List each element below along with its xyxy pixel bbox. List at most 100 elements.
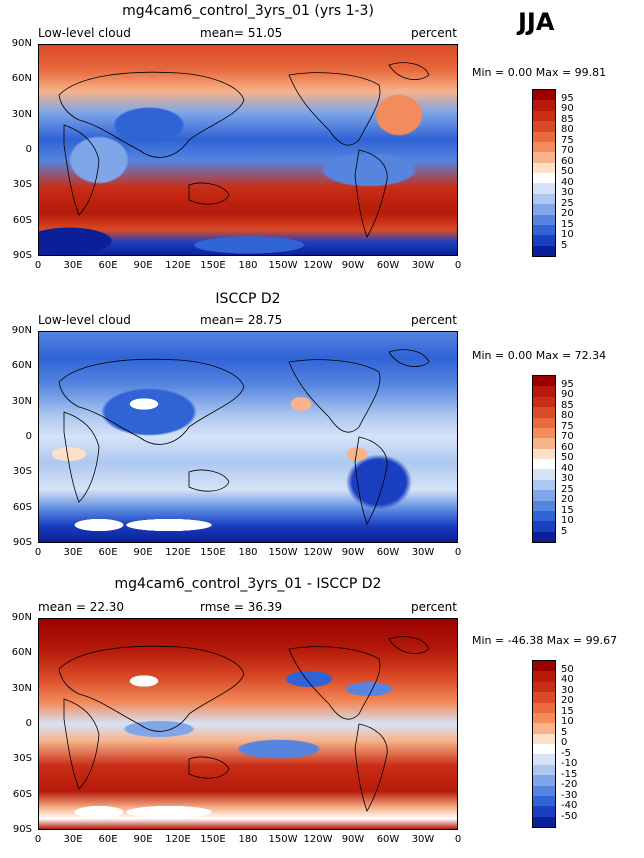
colorbar-label: 25 bbox=[561, 483, 574, 495]
colorbar-swatch bbox=[533, 785, 555, 796]
colorbar-label: 10 bbox=[561, 716, 574, 727]
colorbar-label: 75 bbox=[561, 134, 574, 146]
colorbar-swatch bbox=[533, 764, 555, 776]
colorbar-swatch bbox=[533, 510, 555, 522]
colorbar-swatch bbox=[533, 702, 555, 713]
panel-2-colorbar bbox=[532, 375, 556, 543]
colorbar-label: 85 bbox=[561, 113, 574, 125]
panel-1-mean: mean= 51.05 bbox=[200, 26, 283, 40]
colorbar-swatch bbox=[533, 173, 555, 184]
lat-tick-label: 30S bbox=[12, 179, 32, 191]
colorbar-label: 50 bbox=[561, 452, 574, 463]
colorbar-label: -15 bbox=[561, 768, 578, 780]
colorbar-swatch bbox=[533, 712, 555, 724]
colorbar-label: -20 bbox=[561, 779, 578, 790]
colorbar-swatch bbox=[533, 417, 555, 428]
panel-3-colorbar bbox=[532, 660, 556, 828]
lon-tick-label: 60W bbox=[376, 834, 400, 845]
colorbar-label: 90 bbox=[561, 103, 574, 114]
colorbar-swatch bbox=[533, 531, 555, 542]
panel-3-rmse: rmse = 36.39 bbox=[200, 600, 283, 614]
lon-tick-label: 60E bbox=[98, 260, 118, 271]
colorbar-label: 90 bbox=[561, 389, 574, 400]
lon-tick-label: 150E bbox=[200, 834, 226, 845]
lon-tick-label: 0 bbox=[34, 547, 42, 558]
colorbar-swatch bbox=[533, 183, 555, 194]
colorbar-label: 5 bbox=[561, 239, 568, 251]
colorbar-label: 50 bbox=[561, 663, 574, 675]
colorbar-swatch bbox=[533, 723, 555, 734]
lon-tick-label: 120W bbox=[303, 260, 333, 271]
colorbar-label: 60 bbox=[561, 155, 574, 167]
colorbar-label: 85 bbox=[561, 399, 574, 411]
lat-tick-label: 30N bbox=[11, 682, 32, 694]
colorbar-swatch bbox=[533, 224, 555, 236]
lat-tick-label: 0 bbox=[25, 144, 32, 155]
colorbar-label: 60 bbox=[561, 441, 574, 453]
colorbar-label: 95 bbox=[561, 92, 574, 104]
colorbar-swatch bbox=[533, 100, 555, 111]
lat-tick-label: 90N bbox=[11, 325, 32, 336]
lat-tick-label: 90S bbox=[12, 824, 32, 835]
lon-tick-label: 120E bbox=[165, 547, 191, 558]
colorbar-label: 10 bbox=[561, 229, 574, 240]
lat-tick-label: 30S bbox=[12, 753, 32, 765]
colorbar-swatch bbox=[533, 733, 555, 744]
panel-3-title: mg4cam6_control_3yrs_01 - ISCCP D2 bbox=[114, 576, 382, 592]
lat-tick-label: 30S bbox=[12, 466, 32, 478]
colorbar-label: 95 bbox=[561, 378, 574, 390]
colorbar-swatch bbox=[533, 500, 555, 511]
colorbar-swatch bbox=[533, 744, 555, 755]
lat-tick-label: 90S bbox=[12, 537, 32, 548]
lon-tick-label: 180 bbox=[238, 547, 258, 558]
colorbar-label: -5 bbox=[561, 747, 571, 759]
lon-tick-label: 180 bbox=[238, 260, 258, 271]
lon-tick-label: 150W bbox=[268, 834, 298, 845]
panel-3-coastlines bbox=[58, 636, 430, 812]
lat-tick-label: 30N bbox=[11, 108, 32, 120]
lat-tick-label: 60N bbox=[11, 360, 32, 372]
colorbar-swatch bbox=[533, 204, 555, 215]
colorbar-swatch bbox=[533, 816, 555, 827]
lon-tick-label: 120E bbox=[165, 260, 191, 271]
panel-1-colorbar bbox=[532, 89, 556, 257]
colorbar-label: -40 bbox=[561, 800, 578, 811]
colorbar-label: -30 bbox=[561, 789, 578, 801]
panel-1-coastlines bbox=[58, 62, 430, 238]
lon-tick-label: 60E bbox=[98, 547, 118, 558]
colorbar-label: 50 bbox=[561, 166, 574, 177]
colorbar-label: 70 bbox=[561, 145, 574, 156]
lon-tick-label: 30W bbox=[411, 834, 435, 845]
colorbar-label: 80 bbox=[561, 124, 574, 135]
colorbar-label: 30 bbox=[561, 473, 574, 484]
panel-3-mean: mean = 22.30 bbox=[38, 600, 125, 614]
colorbar-swatch bbox=[533, 110, 555, 122]
lon-tick-label: 0 bbox=[34, 834, 42, 845]
lon-tick-label: 90E bbox=[133, 547, 153, 558]
colorbar-swatch bbox=[533, 245, 555, 256]
colorbar-swatch bbox=[533, 459, 555, 470]
colorbar-swatch bbox=[533, 131, 555, 142]
panel-2-coastlines bbox=[58, 349, 430, 525]
lon-tick-label: 30E bbox=[63, 547, 83, 558]
colorbar-label: 15 bbox=[561, 218, 574, 230]
lon-tick-label: 30W bbox=[411, 260, 435, 271]
lon-tick-label: 150E bbox=[200, 547, 226, 558]
colorbar-label: 70 bbox=[561, 431, 574, 442]
lat-tick-label: 60S bbox=[12, 214, 32, 226]
colorbar-swatch bbox=[533, 438, 555, 449]
panel-1-title: mg4cam6_control_3yrs_01 (yrs 1-3) bbox=[122, 3, 374, 19]
season-label: JJA bbox=[518, 8, 555, 36]
colorbar-label: 80 bbox=[561, 410, 574, 421]
colorbar-label: 40 bbox=[561, 674, 574, 685]
panel-2-units: percent bbox=[411, 313, 457, 327]
lat-tick-label: 90S bbox=[12, 250, 32, 261]
colorbar-swatch bbox=[533, 448, 555, 459]
lon-tick-label: 120E bbox=[165, 834, 191, 845]
lat-tick-label: 0 bbox=[25, 431, 32, 442]
colorbar-label: 15 bbox=[561, 705, 574, 717]
colorbar-swatch bbox=[533, 671, 555, 682]
colorbar-swatch bbox=[533, 754, 555, 765]
colorbar-label: 25 bbox=[561, 197, 574, 209]
colorbar-label: 20 bbox=[561, 695, 574, 706]
